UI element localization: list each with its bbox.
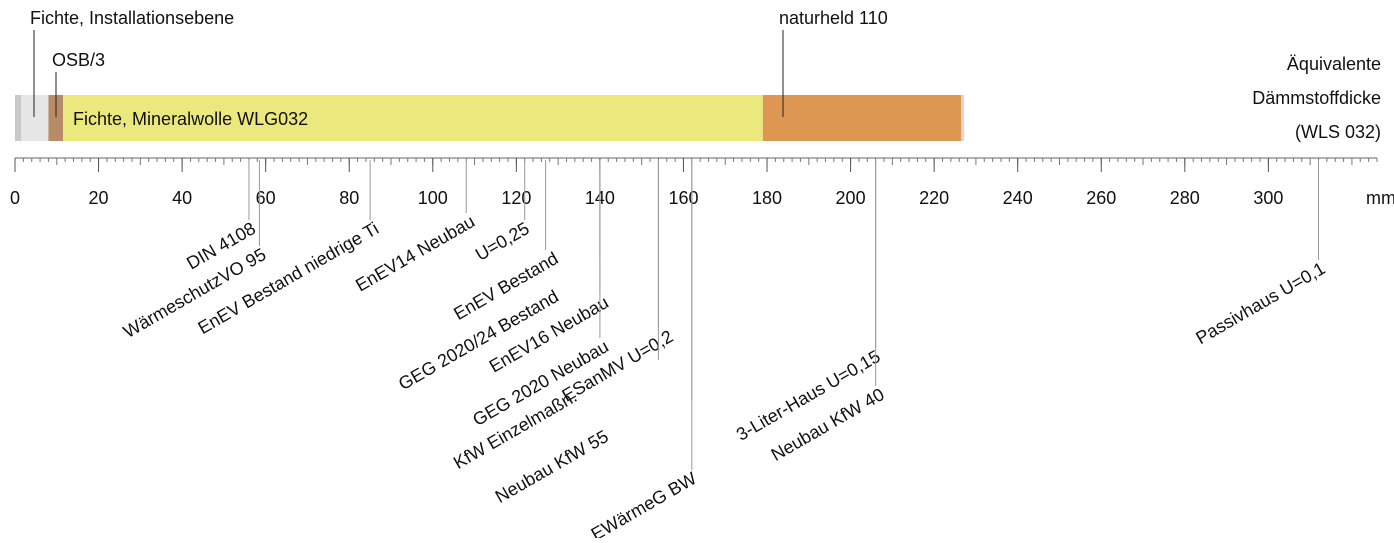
x-tick-label: 120	[501, 188, 531, 208]
layer-bar	[48, 95, 64, 141]
standard-label: Passivhaus U=0,1	[1192, 258, 1328, 348]
unit-label: mm	[1366, 188, 1394, 208]
layer-bar	[961, 95, 965, 141]
x-tick-label: 240	[1003, 188, 1033, 208]
axis-label: Dämmstoffdicke	[1252, 88, 1381, 108]
layer-bar	[21, 95, 49, 141]
axis-label: (WLS 032)	[1295, 122, 1381, 142]
layer-bar	[15, 95, 22, 141]
layer-label: Fichte, Mineralwolle WLG032	[73, 109, 308, 129]
x-tick-label: 260	[1086, 188, 1116, 208]
x-tick-label: 20	[89, 188, 109, 208]
x-tick-label: 280	[1170, 188, 1200, 208]
x-tick-label: 200	[836, 188, 866, 208]
layer-bar	[63, 95, 763, 141]
x-tick-label: 60	[256, 188, 276, 208]
layer-label: naturheld 110	[779, 8, 888, 28]
x-tick-label: 180	[752, 188, 782, 208]
standard-label: U=0,25	[472, 218, 533, 265]
x-tick-label: 160	[668, 188, 698, 208]
x-tick-label: 40	[172, 188, 192, 208]
layer-label: OSB/3	[52, 50, 105, 70]
x-tick-label: 220	[919, 188, 949, 208]
layer-label: Fichte, Installationsebene	[30, 8, 234, 28]
standard-label: EWärmeG BW	[588, 468, 700, 538]
x-tick-label: 80	[339, 188, 359, 208]
x-tick-label: 300	[1253, 188, 1283, 208]
x-tick-label: 0	[10, 188, 20, 208]
layer-bar	[762, 95, 962, 141]
axis-label: Äquivalente	[1287, 54, 1381, 74]
x-tick-label: 100	[418, 188, 448, 208]
